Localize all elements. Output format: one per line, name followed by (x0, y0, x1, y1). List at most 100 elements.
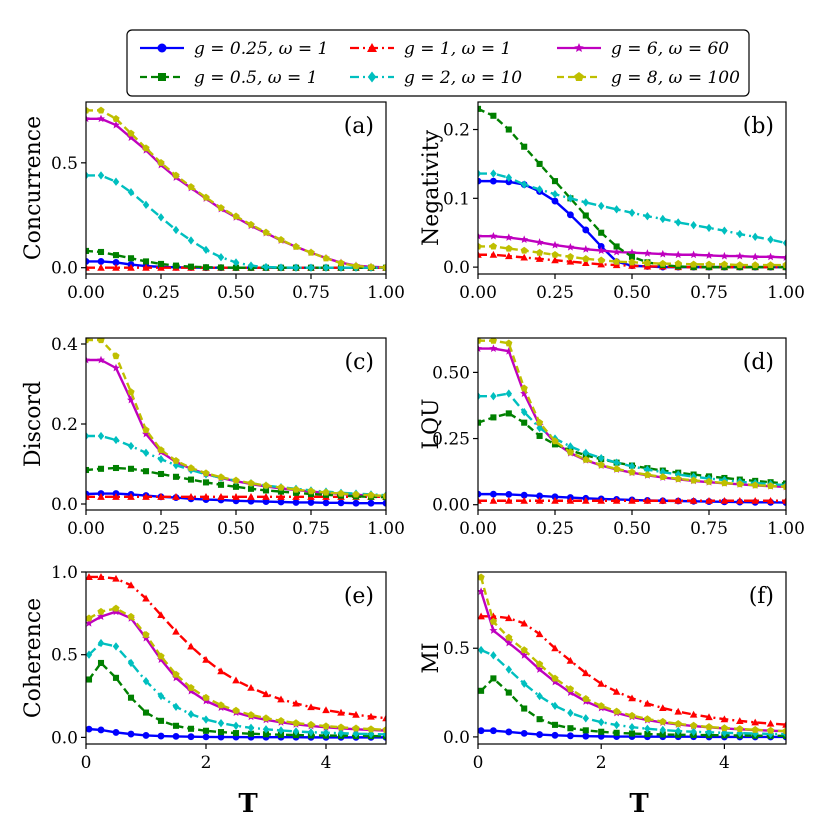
data-point (504, 347, 513, 355)
data-point (628, 694, 636, 702)
data-point (127, 694, 135, 701)
data-point (322, 722, 330, 730)
data-point (782, 238, 786, 248)
data-point (262, 228, 270, 236)
legend-marker-square (158, 73, 166, 81)
data-point (277, 263, 285, 272)
y-axis-label: Coherence (21, 598, 46, 718)
data-point (262, 725, 270, 734)
legend-label: g = 2, ω = 10 (404, 68, 522, 88)
panel-f: 0 2 4 0.0 0.5MI (f) (419, 571, 787, 773)
data-point (202, 655, 210, 663)
data-point (292, 242, 300, 250)
data-point (490, 392, 497, 401)
data-point (142, 426, 150, 434)
data-point (142, 594, 150, 602)
y-tick-label: 0.5 (443, 639, 470, 659)
y-tick-label: 0.25 (432, 430, 470, 450)
data-point (202, 479, 210, 486)
data-point (157, 455, 165, 464)
series-line (480, 677, 786, 738)
data-point (478, 587, 486, 595)
data-point (505, 126, 512, 133)
data-point (157, 691, 165, 701)
axes-frame (477, 571, 787, 745)
data-point (97, 431, 105, 441)
data-point (535, 660, 544, 668)
data-point (127, 730, 135, 738)
data-point (766, 726, 775, 734)
data-point (142, 200, 150, 209)
data-point (505, 173, 513, 182)
data-point (659, 725, 667, 735)
data-point (535, 496, 544, 504)
plot-area (86, 338, 386, 507)
data-point (97, 248, 105, 256)
data-point (582, 226, 590, 234)
data-point (490, 675, 497, 682)
data-point (720, 260, 729, 268)
data-point (86, 431, 90, 441)
data-point (689, 476, 698, 484)
legend-label: g = 0.25, ω = 1 (194, 39, 328, 59)
data-point (187, 263, 195, 270)
data-point (520, 407, 528, 417)
data-point (597, 256, 605, 264)
data-point (505, 339, 513, 347)
x-tick-label: 0.25 (142, 283, 180, 303)
data-point (352, 729, 360, 738)
data-point (262, 481, 270, 489)
data-point (566, 685, 575, 693)
data-point (689, 250, 698, 259)
y-tick-label: 0.0 (443, 728, 470, 748)
legend-marker-triangle (367, 43, 377, 52)
data-point (505, 252, 513, 260)
data-point (674, 218, 682, 227)
data-point (689, 260, 698, 268)
data-point (292, 699, 300, 707)
data-point (112, 493, 120, 500)
data-point (520, 246, 528, 254)
data-point (659, 467, 667, 477)
data-point (551, 701, 559, 711)
x-tick-label: 0.00 (459, 519, 497, 539)
data-point (322, 728, 330, 737)
data-point (674, 474, 682, 482)
data-point (112, 674, 120, 681)
data-point (535, 238, 544, 246)
series-line (86, 466, 386, 499)
data-point (217, 473, 225, 481)
data-point (536, 716, 543, 723)
data-point (521, 419, 528, 426)
data-point (689, 721, 698, 729)
legend-marker-star (574, 43, 584, 53)
data-point (505, 689, 512, 696)
data-point (292, 493, 300, 500)
data-point (322, 706, 330, 714)
data-point (582, 255, 590, 262)
data-point (597, 201, 605, 211)
data-point (142, 263, 150, 271)
data-point (705, 728, 713, 737)
data-point (187, 464, 195, 472)
data-point (720, 251, 729, 260)
data-point (659, 496, 667, 504)
data-point (322, 499, 330, 507)
data-point (721, 226, 728, 235)
data-point (566, 688, 575, 696)
x-tick-label: 0 (81, 753, 92, 773)
data-point (643, 259, 652, 267)
x-tick-label: 0.75 (292, 519, 330, 539)
legend-frame (126, 29, 750, 97)
data-point (720, 496, 729, 504)
y-axis-label: MI (419, 642, 444, 673)
legend-marker-diamond (367, 71, 377, 83)
data-point (505, 410, 512, 417)
data-point (751, 252, 760, 261)
data-point (217, 493, 225, 500)
data-point (489, 242, 498, 250)
data-point (689, 496, 698, 504)
data-point (490, 651, 497, 660)
data-point (551, 197, 559, 205)
data-point (187, 493, 195, 500)
